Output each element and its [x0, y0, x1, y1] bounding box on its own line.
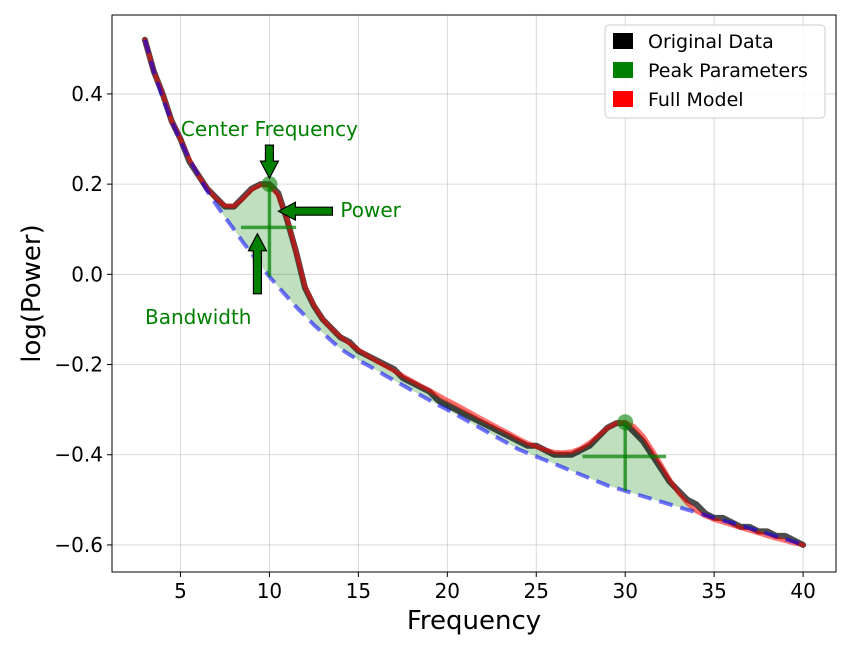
legend-label: Full Model: [648, 89, 744, 111]
power-label: Power: [340, 198, 401, 222]
bandwidth-arrow: [247, 232, 268, 295]
y-tick-label: 0.2: [71, 172, 103, 196]
x-tick-label: 10: [257, 579, 282, 603]
legend-swatch: [613, 91, 633, 107]
legend: Original Data Peak Parameters Full Model: [604, 24, 826, 119]
axis-ticks: 5 10 15 20 25 30 35 40 0.4 0.2 0.0 −0.2 −0.4 −0.6: [54, 82, 815, 603]
annotation-layer: Center Frequency Power Bandwidth: [145, 117, 402, 329]
x-tick-label: 15: [346, 579, 371, 603]
y-tick-label: −0.2: [54, 353, 103, 377]
bandwidth-label: Bandwidth: [145, 305, 251, 329]
center-frequency-label: Center Frequency: [181, 117, 358, 141]
x-tick-label: 30: [612, 579, 637, 603]
y-tick-label: 0.4: [71, 82, 103, 106]
peak-parameters-layer: [240, 176, 667, 491]
y-tick-label: −0.4: [54, 443, 103, 467]
x-axis-label: Frequency: [407, 606, 541, 636]
peak-center-dot: [261, 176, 278, 193]
legend-swatch: [613, 33, 633, 49]
legend-box: [604, 24, 826, 119]
plot-frame: [111, 14, 837, 573]
power-arrow: [277, 201, 334, 222]
peak-center-dot: [617, 414, 634, 431]
x-tick-label: 40: [790, 579, 815, 603]
x-tick-label: 5: [174, 579, 187, 603]
x-tick-label: 35: [701, 579, 726, 603]
center-frequency-arrow: [259, 144, 280, 180]
y-axis-label: log(Power): [17, 224, 47, 363]
full-model-line: [142, 37, 806, 548]
x-tick-label: 20: [435, 579, 460, 603]
legend-label: Original Data: [648, 31, 774, 53]
legend-swatch: [613, 62, 633, 78]
legend-label: Peak Parameters: [648, 60, 808, 82]
y-tick-label: 0.0: [71, 262, 103, 286]
y-tick-label: −0.6: [54, 533, 103, 557]
x-tick-label: 25: [524, 579, 549, 603]
